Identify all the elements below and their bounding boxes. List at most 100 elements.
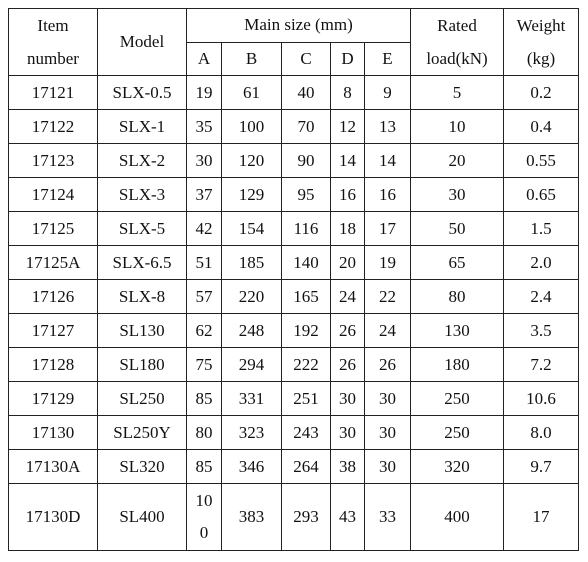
table-cell: 130 <box>410 313 504 348</box>
table-cell: 65 <box>410 245 504 280</box>
header-cell: Rated load(kN) <box>410 8 504 76</box>
table-cell: 116 <box>281 211 331 246</box>
table-cell: 222 <box>281 347 331 382</box>
header-cell: E <box>364 41 411 76</box>
table-cell: 100 <box>221 109 282 144</box>
table-cell: 80 <box>410 279 504 314</box>
table-cell: 43 <box>330 483 365 551</box>
table-row: 17130 SL250Y 80 323 243 30 30 250 8.0 <box>8 415 579 450</box>
table-cell: 30 <box>330 415 365 450</box>
table-cell: 42 <box>186 211 222 246</box>
table-cell: 57 <box>186 279 222 314</box>
table-cell: SLX-1 <box>97 109 187 144</box>
table-cell: 17124 <box>8 177 98 212</box>
table-cell: 16 <box>330 177 365 212</box>
table-cell: 264 <box>281 449 331 484</box>
table-cell: 30 <box>186 143 222 178</box>
header-cell: B <box>221 41 282 76</box>
table-cell: 129 <box>221 177 282 212</box>
table-cell: SLX-0.5 <box>97 75 187 110</box>
table-row: 17128 SL180 75 294 222 26 26 180 7.2 <box>8 347 579 382</box>
table-cell: 17 <box>503 483 579 551</box>
table-cell: 17129 <box>8 381 98 416</box>
header-cell: Weight (kg) <box>503 8 579 76</box>
table-row: 17130A SL320 85 346 264 38 30 320 9.7 <box>8 449 579 484</box>
table-cell: 17121 <box>8 75 98 110</box>
table-cell: SL400 <box>97 483 187 551</box>
table-cell: 30 <box>410 177 504 212</box>
table-cell: 17130 <box>8 415 98 450</box>
table-cell: 14 <box>364 143 411 178</box>
table-cell: 13 <box>364 109 411 144</box>
table-cell: 8.0 <box>503 415 579 450</box>
table-cell: 383 <box>221 483 282 551</box>
table-cell: 30 <box>364 449 411 484</box>
table-cell: 1.5 <box>503 211 579 246</box>
table-cell: 17127 <box>8 313 98 348</box>
table-cell: 17126 <box>8 279 98 314</box>
table-row: 17125A SLX-6.5 51 185 140 20 19 65 2.0 <box>8 245 579 280</box>
table-cell: 17122 <box>8 109 98 144</box>
table-cell: 18 <box>330 211 365 246</box>
table-cell: 26 <box>364 347 411 382</box>
table-cell: 192 <box>281 313 331 348</box>
table-cell: 17130D <box>8 483 98 551</box>
table-row: 17126 SLX-8 57 220 165 24 22 80 2.4 <box>8 279 579 314</box>
table-cell: 24 <box>330 279 365 314</box>
table-cell: 51 <box>186 245 222 280</box>
table-cell: 17128 <box>8 347 98 382</box>
table-row: 17125 SLX-5 42 154 116 18 17 50 1.5 <box>8 211 579 246</box>
table-cell: 70 <box>281 109 331 144</box>
table-cell: SLX-6.5 <box>97 245 187 280</box>
table-cell: SL320 <box>97 449 187 484</box>
table-cell: 294 <box>221 347 282 382</box>
table-row: 17129 SL250 85 331 251 30 30 250 10.6 <box>8 381 579 416</box>
table-cell: 10.6 <box>503 381 579 416</box>
table-cell: 5 <box>410 75 504 110</box>
table-cell: 33 <box>364 483 411 551</box>
header-cell: Main size (mm) <box>186 8 411 43</box>
table-cell: 100 <box>186 483 222 551</box>
table-cell: 7.2 <box>503 347 579 382</box>
table-cell: 250 <box>410 381 504 416</box>
table-cell: 2.4 <box>503 279 579 314</box>
table-cell: 400 <box>410 483 504 551</box>
table-cell: 243 <box>281 415 331 450</box>
table-cell: 19 <box>186 75 222 110</box>
table-row: 17124 SLX-3 37 129 95 16 16 30 0.65 <box>8 177 579 212</box>
table-cell: SL130 <box>97 313 187 348</box>
table-cell: 30 <box>364 415 411 450</box>
table-cell: 250 <box>410 415 504 450</box>
table-body: 17121 SLX-0.5 19 61 40 8 9 5 0.2 17122 SLX-1 35 100 7… <box>8 75 579 551</box>
table-cell: 10 <box>410 109 504 144</box>
table-cell: 8 <box>330 75 365 110</box>
table-cell: 17125A <box>8 245 98 280</box>
table-cell: 180 <box>410 347 504 382</box>
table-cell: SLX-5 <box>97 211 187 246</box>
table-cell: 85 <box>186 381 222 416</box>
header-cell: C <box>281 41 331 76</box>
table-cell: SLX-3 <box>97 177 187 212</box>
table-cell: 0.55 <box>503 143 579 178</box>
table-row: 17130D SL400 100 383 293 43 33 400 17 <box>8 483 579 551</box>
table-cell: SL180 <box>97 347 187 382</box>
table-cell: 12 <box>330 109 365 144</box>
table-cell: 19 <box>364 245 411 280</box>
table-row: 17122 SLX-1 35 100 70 12 13 10 0.4 <box>8 109 579 144</box>
table-cell: 85 <box>186 449 222 484</box>
table-cell: SLX-8 <box>97 279 187 314</box>
header-cell: A <box>186 41 222 76</box>
table-cell: 9 <box>364 75 411 110</box>
table-cell: 61 <box>221 75 282 110</box>
spec-table: Item number Model Main size (mm) Rated l… <box>8 8 579 551</box>
table-cell: 80 <box>186 415 222 450</box>
table-cell: 3.5 <box>503 313 579 348</box>
table-cell: 90 <box>281 143 331 178</box>
table-cell: 120 <box>221 143 282 178</box>
table-cell: 323 <box>221 415 282 450</box>
table-cell: 154 <box>221 211 282 246</box>
table-cell: 20 <box>330 245 365 280</box>
table-cell: 30 <box>330 381 365 416</box>
table-row: 17123 SLX-2 30 120 90 14 14 20 0.55 <box>8 143 579 178</box>
